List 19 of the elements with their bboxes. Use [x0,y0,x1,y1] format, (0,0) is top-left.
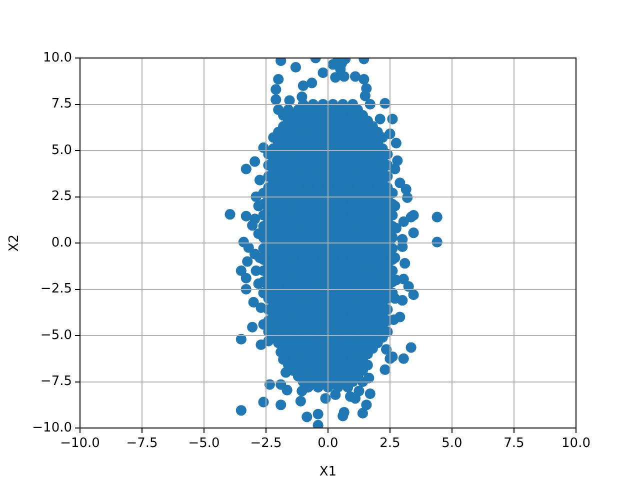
y-tick-label: 2.5 [51,189,72,204]
y-tick-label: −2.5 [40,282,72,297]
y-tick-label: 7.5 [51,96,72,112]
x-tick-label: 10.0 [562,436,590,452]
y-tick-label: −5.0 [40,328,72,343]
x-tick-label: −7.5 [126,436,158,452]
y-tick-label: −7.5 [40,374,72,390]
x-tick-label: −2.5 [250,436,282,452]
x-tick-label: 2.5 [380,436,400,452]
x-tick-label: −5.0 [188,436,220,452]
y-axis-title: X2 [7,234,22,252]
x-axis-title: X1 [319,464,337,480]
x-tick-label: 7.5 [504,436,524,452]
y-tick-label: 0.0 [51,235,72,250]
y-tick-label: 10.0 [43,50,72,66]
x-tick-label: 5.0 [442,436,462,452]
x-tick-label: 0.0 [318,436,338,452]
y-tick-label: 5.0 [51,142,72,158]
y-tick-label: −10.0 [32,420,72,436]
